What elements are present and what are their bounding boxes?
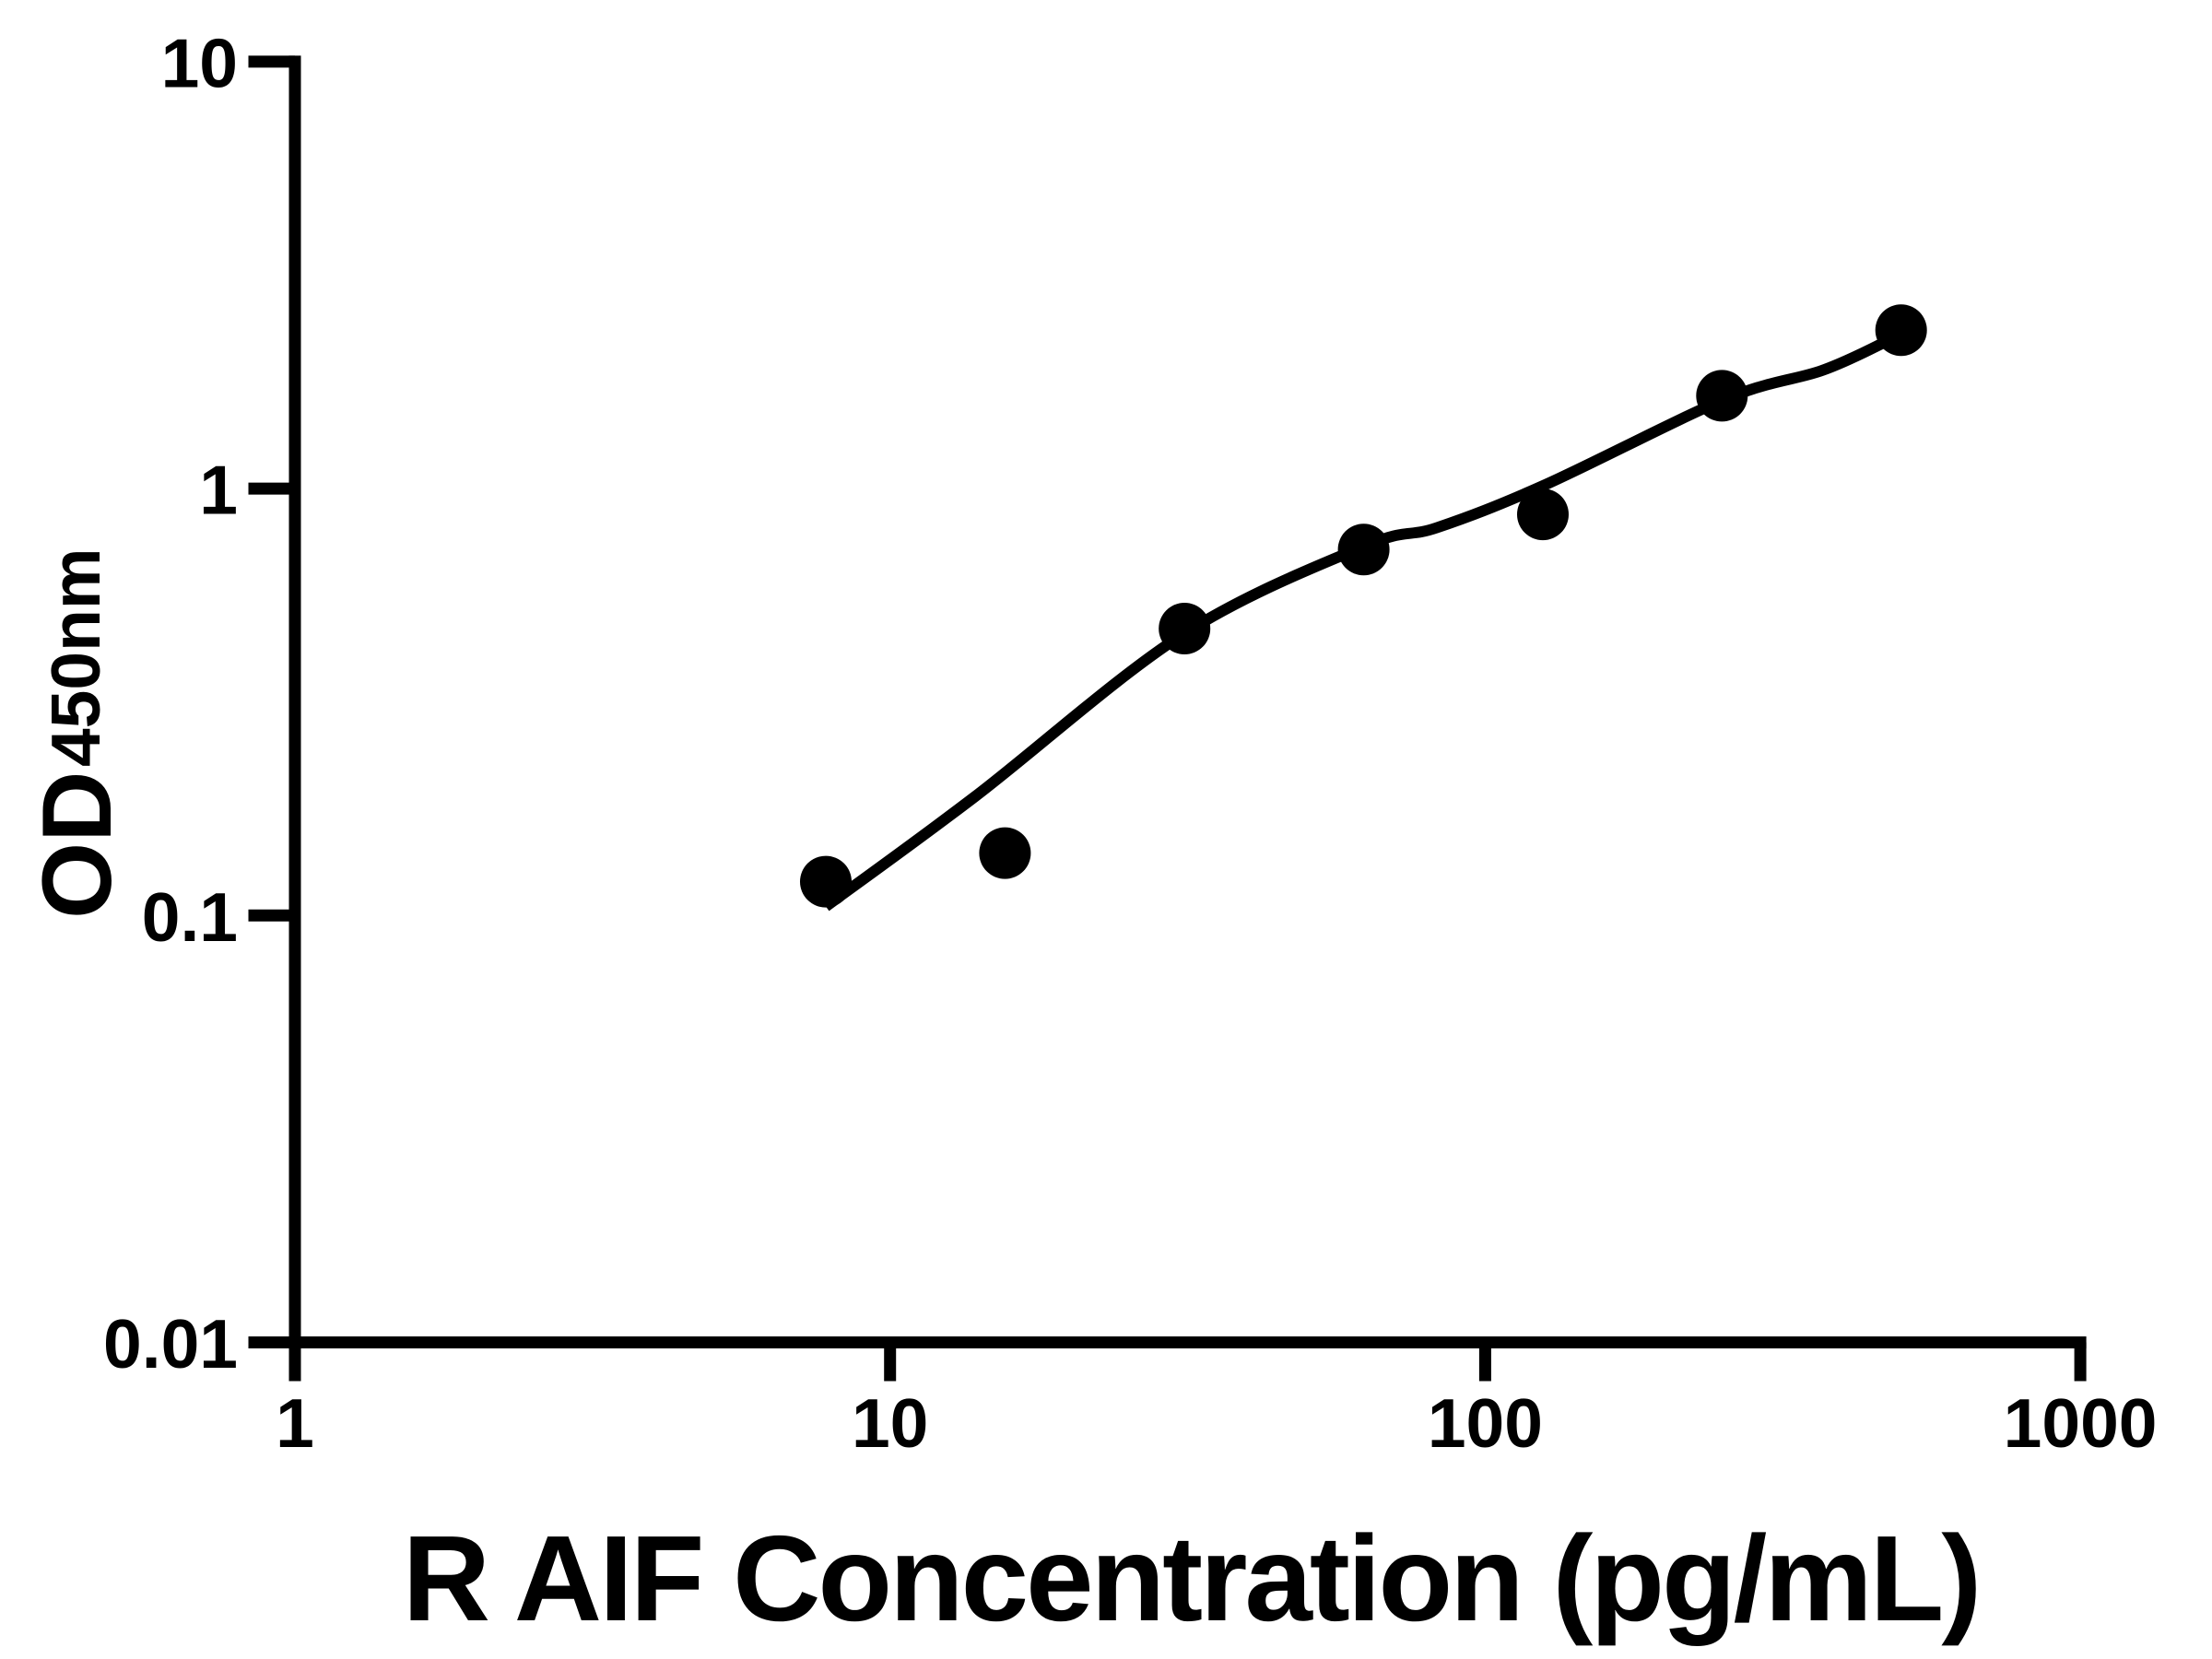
y-tick-label: 0.01 xyxy=(103,1305,238,1382)
x-tick-label: 1000 xyxy=(2004,1384,2158,1462)
y-axis-title: OD 450nm xyxy=(21,547,132,919)
data-point xyxy=(1696,370,1748,422)
axis-ticks xyxy=(248,55,2087,1382)
fit-curve-layer xyxy=(822,337,1886,912)
y-tick-label: 10 xyxy=(161,24,238,101)
x-axis-title: R AIF Concentration (pg/mL) xyxy=(403,1511,1980,1646)
data-point xyxy=(979,827,1031,879)
data-point xyxy=(1159,603,1211,654)
x-tick-label: 100 xyxy=(1428,1384,1543,1462)
x-tick-label: 1 xyxy=(276,1384,314,1462)
data-point xyxy=(1337,524,1390,576)
data-point xyxy=(800,855,852,908)
fitted-curve xyxy=(822,337,1886,912)
data-point xyxy=(1517,488,1569,541)
y-axis-title-subscript: 450nm xyxy=(37,547,114,767)
axes xyxy=(288,55,2087,1348)
y-tick-label: 0.1 xyxy=(142,878,238,956)
axis-tick-labels: 10 1 0.1 0.01 1 10 100 1000 xyxy=(103,24,2158,1462)
data-points-layer xyxy=(800,304,1927,908)
y-tick-label: 1 xyxy=(199,452,238,529)
y-axis-title-main: OD xyxy=(21,771,132,920)
x-tick-label: 10 xyxy=(852,1384,928,1462)
data-point xyxy=(1875,304,1927,357)
